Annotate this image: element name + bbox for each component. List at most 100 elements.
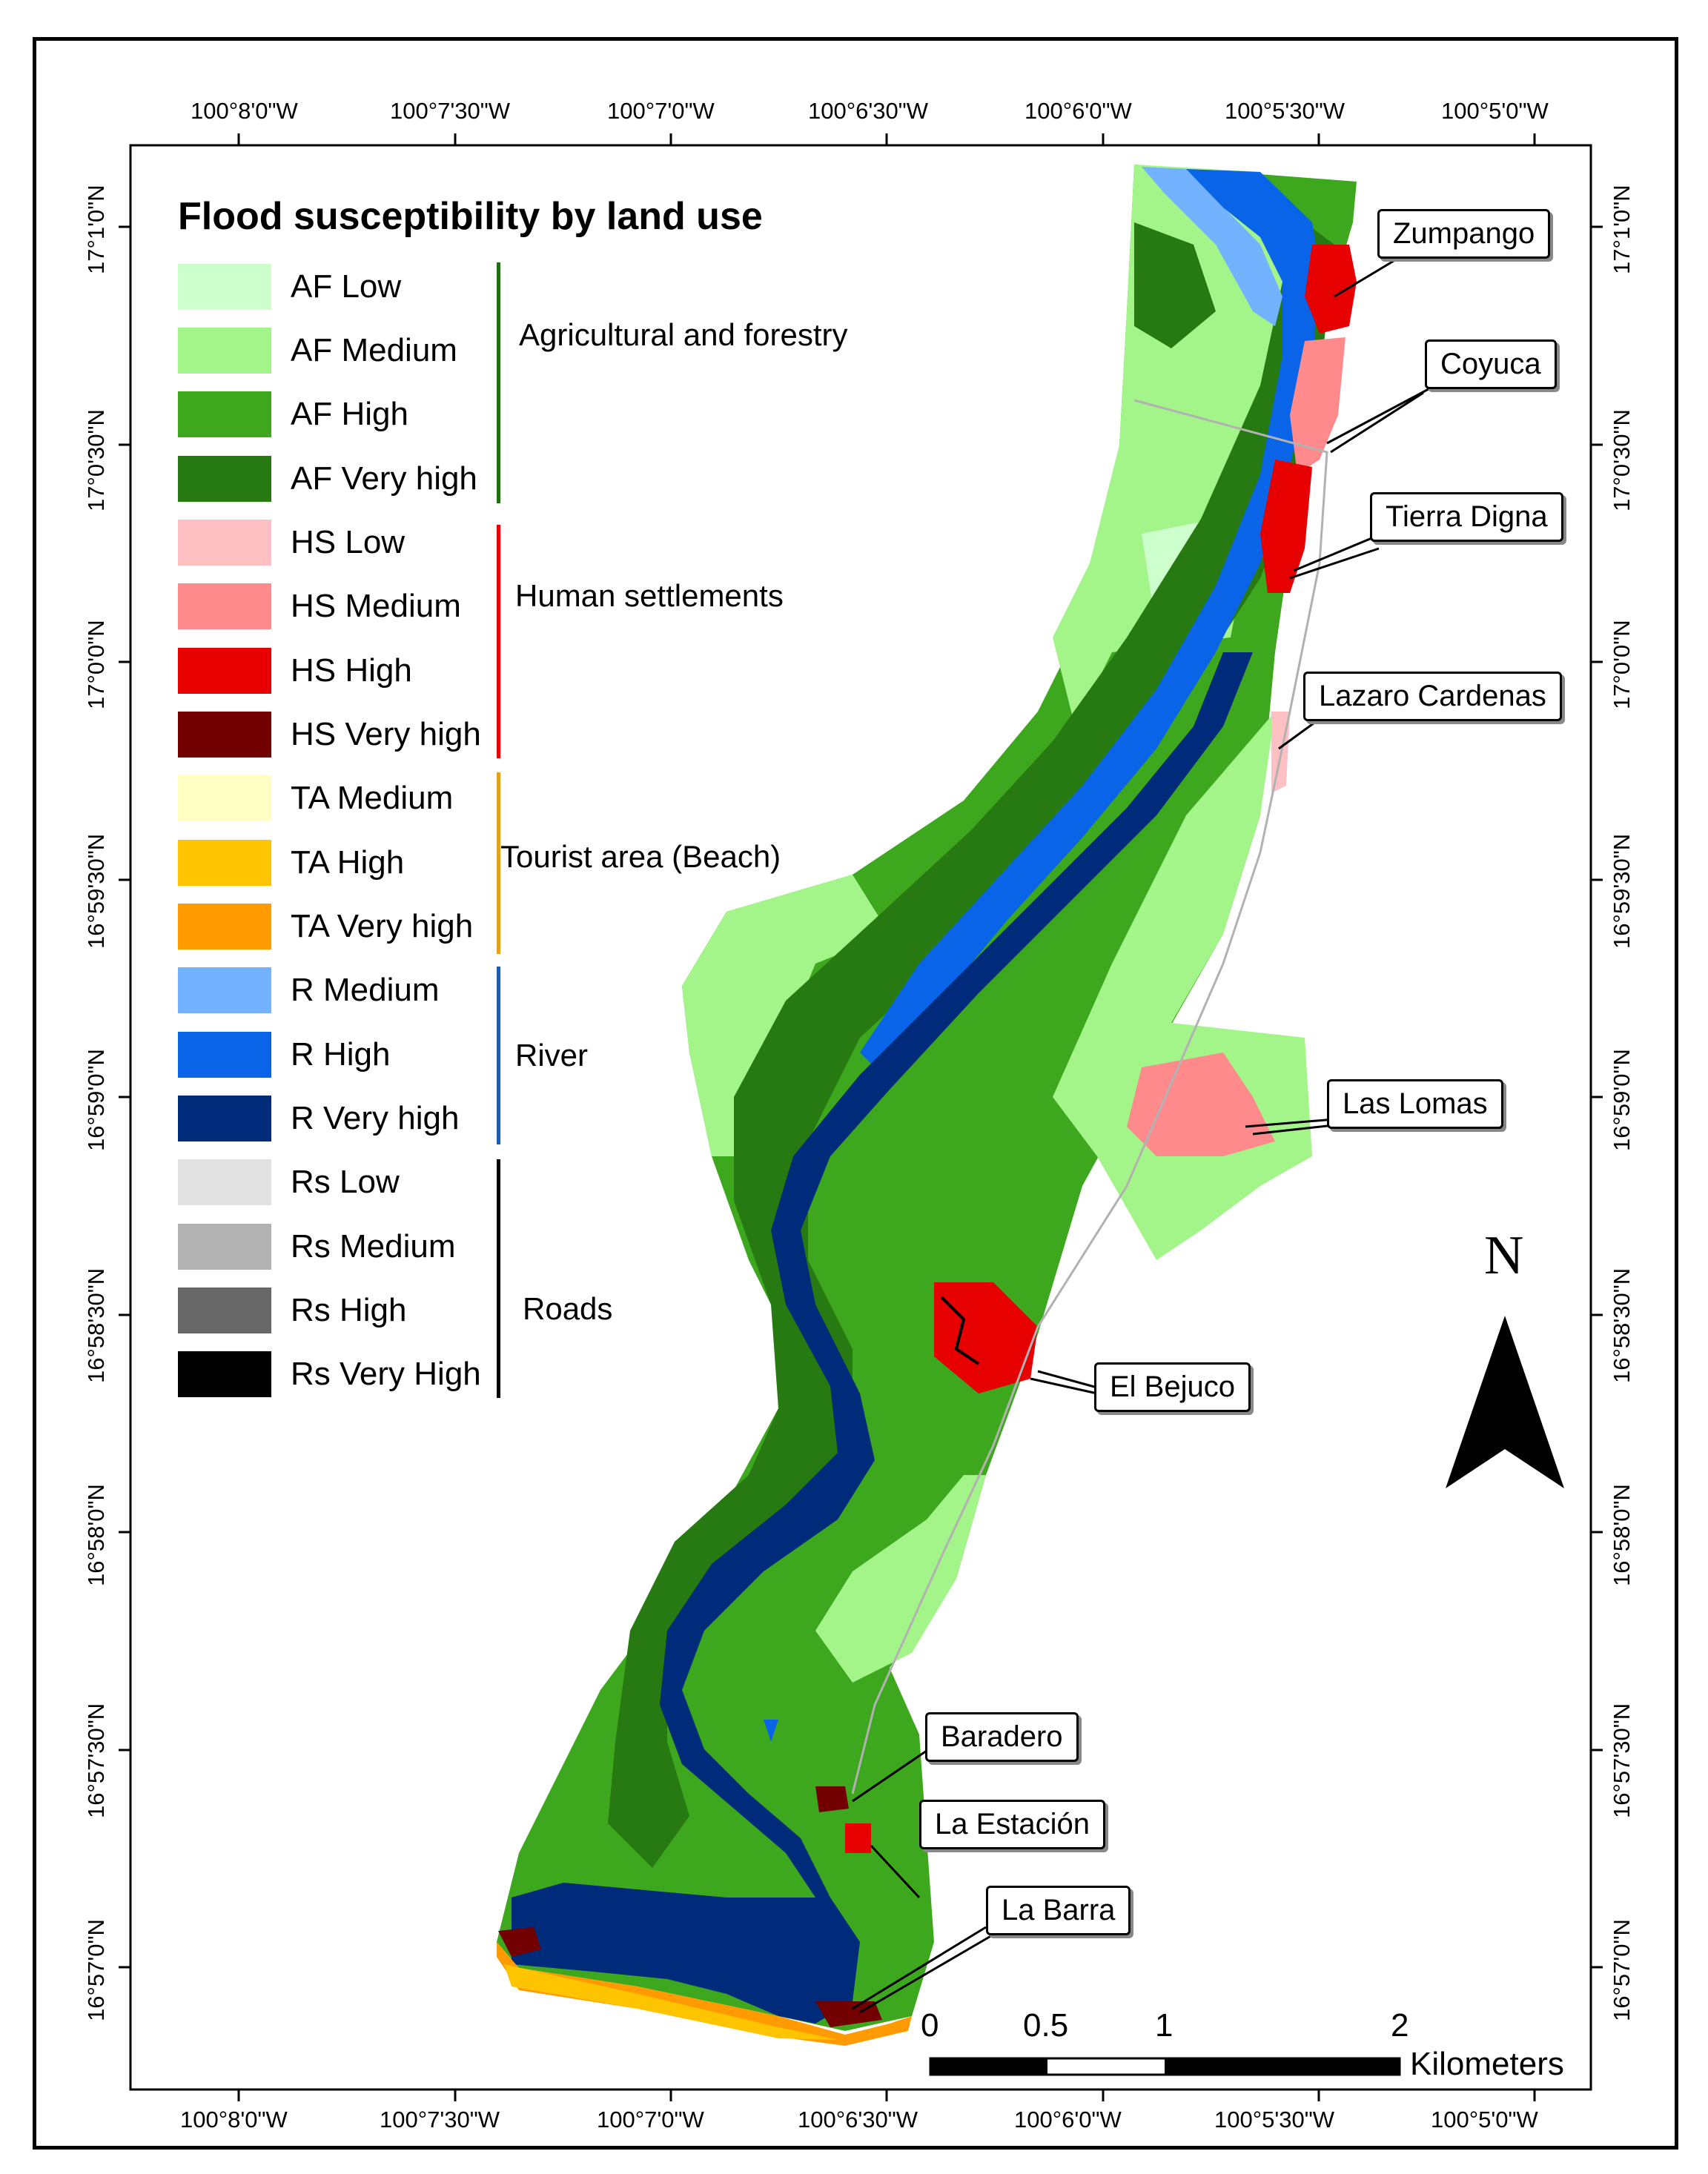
legend-item: AF Medium [178,328,504,377]
legend-item-label: HS Medium [291,588,461,624]
left-tick-marks [119,225,130,1969]
legend-item: HS Very high [178,712,504,760]
lon-label-bottom: 100°7'0"W [597,2107,704,2132]
legend-item-label: R Very high [291,1100,460,1136]
lat-label-right: 17°0'0"N [1609,620,1635,709]
place-label-tierra-digna: Tierra Digna [1370,492,1563,542]
legend-swatch [178,583,271,629]
legend-item: Rs Very High [178,1351,504,1400]
legend-group-bar-ta [497,772,500,954]
hs-las-lomas [1127,1053,1275,1156]
hs-zumpango [1305,245,1357,334]
lat-label-left: 16°58'30"N [83,1267,109,1383]
place-label-el-bejuco: El Bejuco [1094,1362,1251,1412]
lon-label-top: 100°8'0"W [191,98,298,124]
hs-baradero [815,1786,849,1812]
map-outer-frame [33,37,1678,2150]
place-label-la-barra: La Barra [986,1886,1131,1935]
place-label-baradero: Baradero [925,1712,1079,1762]
legend-swatch [178,456,271,502]
place-label-coyuca: Coyuca [1425,339,1557,389]
legend-item: TA High [178,840,504,889]
legend-item-label: HS Low [291,524,406,560]
legend-item-label: Rs Very High [291,1356,481,1392]
legend-swatch [178,264,271,310]
af-medium-south-area [815,1475,986,1683]
tourist-high-strip [504,1964,838,2040]
lon-label-bottom: 100°7'30"W [380,2107,500,2132]
scale-tick-label: 0.5 [1023,2007,1069,2044]
lat-label-left: 16°58'0"N [83,1484,109,1586]
legend-group-label-river: River [515,1038,589,1073]
callout-leaders [852,259,1439,2014]
lat-label-left: 16°59'30"N [83,833,109,949]
legend-swatch [178,1032,271,1078]
legend-item: HS Low [178,520,504,569]
legend-swatch [178,712,271,758]
legend-item: R Medium [178,967,504,1016]
legend-item: HS High [178,648,504,697]
lat-label-right: 16°59'0"N [1609,1049,1635,1151]
place-label-la-estacion: La Estación [919,1800,1106,1849]
legend-group-bar-af [497,262,500,503]
lon-label-top: 100°6'0"W [1025,98,1132,124]
lat-label-left: 17°1'0"N [83,185,109,274]
legend-item-label: TA Very high [291,908,474,944]
scale-bar-segment-3 [1165,2058,1400,2075]
lat-label-right: 17°0'30"N [1609,409,1635,511]
lat-label-right: 16°58'0"N [1609,1484,1635,1586]
legend-item: Rs High [178,1288,504,1336]
place-label-zumpango: Zumpango [1377,209,1551,259]
legend-item-label: TA High [291,844,405,881]
legend-item-label: AF Medium [291,332,457,368]
legend-item: Rs Medium [178,1224,504,1273]
place-label-las-lomas: Las Lomas [1327,1079,1503,1129]
legend-item-label: AF Low [291,268,402,305]
legend-item: TA Medium [178,775,504,824]
legend-swatch [178,840,271,886]
legend-title: Flood susceptibility by land use [178,195,763,238]
scale-bar-segment-1 [930,2058,1047,2075]
lon-label-bottom: 100°6'0"W [1014,2107,1122,2132]
legend-item-label: R Medium [291,972,440,1008]
legend-swatch [178,775,271,821]
legend-item: TA Very high [178,904,504,952]
legend-item-label: HS Very high [291,716,481,752]
legend-group-label-hs: Human settlements [515,578,784,613]
lon-label-bottom: 100°6'30"W [798,2107,918,2132]
hs-tierra-digna [1260,460,1312,593]
legend-item-label: Rs Low [291,1164,400,1200]
place-label-lazaro-cardenas: Lazaro Cardenas [1303,672,1562,721]
hs-la-barra [815,2001,882,2027]
river-very-high-band [512,652,1253,2024]
lon-label-top: 100°7'0"W [607,98,715,124]
scale-bar-graphic [929,2057,1401,2076]
legend-swatch [178,904,271,950]
hs-coyuca [1290,337,1345,474]
human-settlements [498,245,1357,2027]
legend-group-bar-roads [497,1159,500,1398]
lat-label-right: 17°1'0"N [1609,185,1635,274]
river-high-band [860,169,1320,1082]
af-very-high-north-patch [1134,222,1216,348]
legend-group-label-af: Agricultural and forestry [519,317,848,352]
legend-group-label-roads: Roads [523,1291,613,1326]
lat-label-right: 16°57'0"N [1609,1919,1635,2021]
legend-item-label: AF Very high [291,460,477,497]
lat-label-left: 17°0'0"N [83,620,109,709]
lat-label-right: 16°58'30"N [1609,1267,1635,1383]
north-arrow-label: N [1484,1225,1524,1286]
legend-swatch [178,520,271,566]
legend-swatch [178,1351,271,1397]
lon-label-top: 100°5'30"W [1225,98,1345,124]
legend-group-label-ta: Tourist area (Beach) [500,839,781,874]
river-high-south-segment [764,1720,778,1742]
roads [851,399,1328,1794]
legend-swatch [178,1224,271,1270]
legend-item-label: Rs High [291,1292,407,1328]
scale-tick-label: 1 [1155,2007,1174,2044]
legend-swatch [178,1288,271,1333]
lat-label-left: 17°0'30"N [83,409,109,511]
legend-item: HS Medium [178,583,504,632]
